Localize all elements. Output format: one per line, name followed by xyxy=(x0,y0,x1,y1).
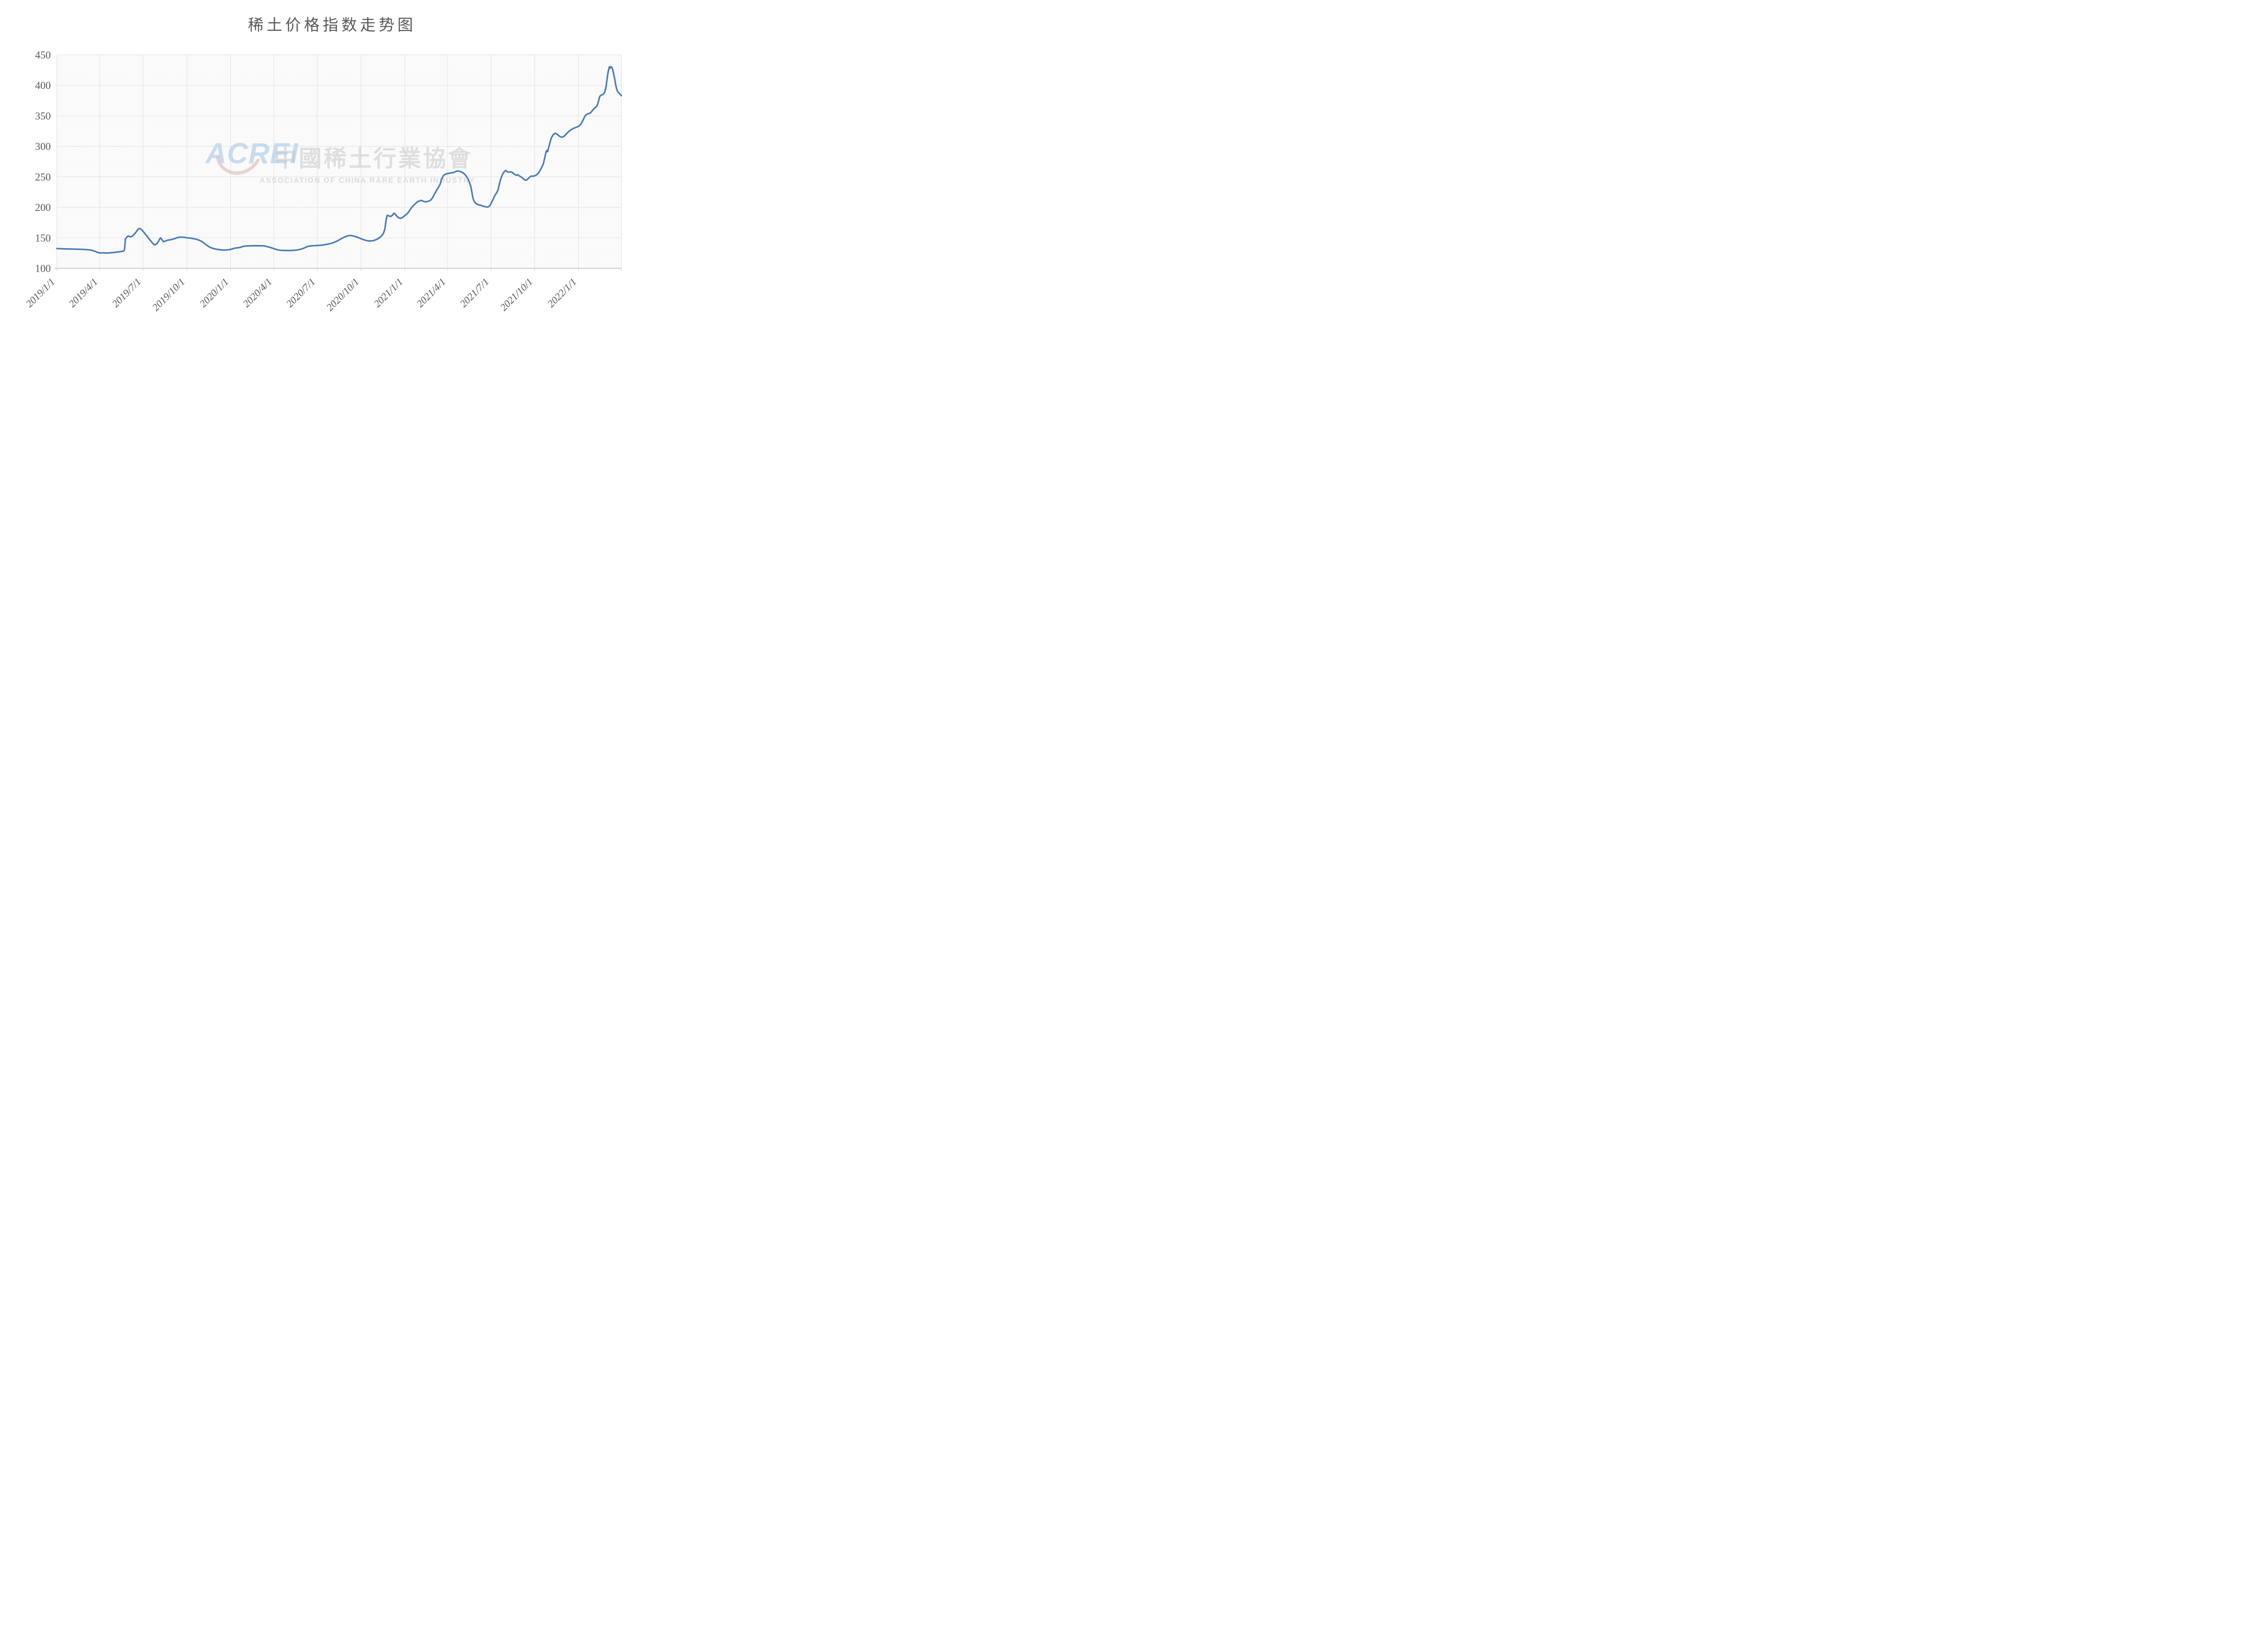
x-tick-label-12: 2022/1/1 xyxy=(545,276,579,309)
y-tick-label-100: 100 xyxy=(35,263,51,275)
y-tick-label-450: 450 xyxy=(35,49,51,61)
y-tick-label-250: 250 xyxy=(35,171,51,183)
x-tick-label-1: 2019/4/1 xyxy=(66,276,100,309)
x-tick-label-0: 2019/1/1 xyxy=(24,276,57,309)
chart-figure: 稀土价格指数走势图 ACREI 中國稀土行業協會 ASSOCIATION OF … xyxy=(0,0,651,327)
y-tick-label-150: 150 xyxy=(35,232,51,244)
plot-area xyxy=(57,54,622,269)
watermark-cn-name: 中國稀土行業協會 xyxy=(274,146,473,171)
x-tick-label-10: 2021/7/1 xyxy=(458,276,491,309)
y-tick-label-200: 200 xyxy=(35,202,51,214)
x-tick-label-2: 2019/7/1 xyxy=(110,276,143,309)
x-tick-label-5: 2020/4/1 xyxy=(240,276,274,309)
y-tick-label-300: 300 xyxy=(35,141,51,153)
x-tick-label-8: 2021/1/1 xyxy=(371,276,405,309)
x-tick-label-11: 2021/10/1 xyxy=(498,276,535,313)
x-axis-labels: 2019/1/1 2019/4/1 2019/7/1 2019/10/1 2020/1/… xyxy=(24,268,622,313)
chart-title: 稀土价格指数走势图 xyxy=(248,17,416,34)
watermark-swoosh-icon xyxy=(216,156,260,175)
y-tick-label-350: 350 xyxy=(35,110,51,122)
y-axis-labels: 100 150 200 250 300 350 400 450 xyxy=(35,49,51,275)
y-tick-label-400: 400 xyxy=(35,80,51,92)
x-tick-label-4: 2020/1/1 xyxy=(197,276,231,309)
price-index-line xyxy=(56,66,622,254)
x-tick-label-3: 2019/10/1 xyxy=(150,276,187,313)
price-index-chart: 稀土价格指数走势图 ACREI 中國稀土行業協會 ASSOCIATION OF … xyxy=(24,17,622,313)
watermark-en-name: ASSOCIATION OF CHINA RARE EARTH INDUSTRY xyxy=(259,176,475,185)
watermark: ACREI 中國稀土行業協會 ASSOCIATION OF CHINA RARE… xyxy=(205,137,475,185)
x-tick-label-6: 2020/7/1 xyxy=(284,276,318,309)
x-tick-label-9: 2021/4/1 xyxy=(414,276,448,309)
x-tick-label-7: 2020/10/1 xyxy=(324,276,362,313)
